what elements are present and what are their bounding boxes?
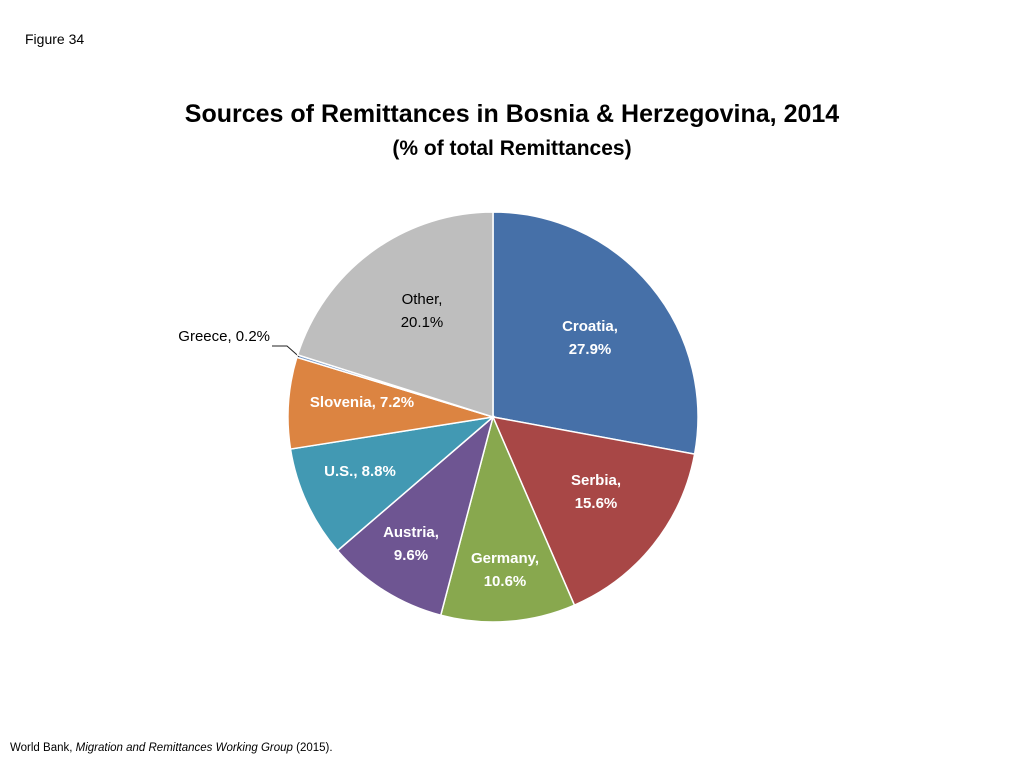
slice-label-other: Other, 20.1% <box>401 291 444 331</box>
leader-line-greece <box>272 345 300 358</box>
slice-label-line: Croatia, <box>562 318 618 335</box>
source-note: World Bank, Migration and Remittances Wo… <box>10 742 333 754</box>
pie-slice-serbia <box>491 416 696 607</box>
chart-subtitle: (% of total Remittances) <box>392 137 632 160</box>
slice-label-germany: Germany, 10.6% <box>471 550 539 590</box>
slice-label-line: U.S., 8.8% <box>324 463 396 480</box>
slice-label-line: 10.6% <box>484 573 527 590</box>
slice-label-line: Germany, <box>471 550 539 567</box>
pie-slice-germany <box>439 414 576 623</box>
source-suffix: (2015). <box>292 742 333 754</box>
slice-label-line: 9.6% <box>394 547 428 564</box>
slice-label-line: 15.6% <box>575 495 618 512</box>
slice-label-line: Serbia, <box>571 472 621 489</box>
source-title: Migration and Remittances Working Group <box>75 742 293 754</box>
slice-label-line: Austria, <box>383 524 439 541</box>
pie-slice-croatia <box>492 211 699 456</box>
slice-label-croatia: Croatia, 27.9% <box>562 318 618 358</box>
slice-label-line: 20.1% <box>401 314 444 331</box>
slice-label-line: 27.9% <box>569 341 612 358</box>
slice-label-line: Greece, 0.2% <box>178 328 270 345</box>
slice-label-line: Other, <box>402 291 443 308</box>
pie-slice-u-s <box>289 415 496 552</box>
pie-slice-other <box>296 211 494 419</box>
source-prefix: World Bank, <box>10 742 76 754</box>
slice-label-u-s: U.S., 8.8% <box>324 463 396 480</box>
slice-label-slovenia: Slovenia, 7.2% <box>310 394 414 411</box>
slice-label-serbia: Serbia, 15.6% <box>571 472 621 512</box>
figure-label: Figure 34 <box>25 31 85 47</box>
pie-slice-austria <box>336 414 495 617</box>
slice-label-greece: Greece, 0.2% <box>178 328 270 345</box>
slice-label-line: Slovenia, 7.2% <box>310 394 414 411</box>
slice-label-austria: Austria, 9.6% <box>383 524 439 564</box>
chart-title: Sources of Remittances in Bosnia & Herze… <box>184 100 840 128</box>
